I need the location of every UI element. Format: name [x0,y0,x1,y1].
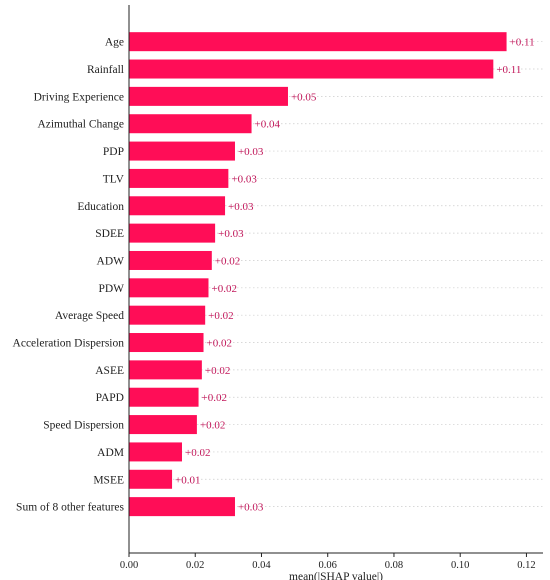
category-label: Age [105,37,124,49]
bar [129,387,199,407]
category-label: Speed Dispersion [43,420,124,432]
category-label: Acceleration Dispersion [13,338,125,350]
bar [129,168,229,188]
x-tick-label: 0.10 [451,560,469,571]
bar [129,442,182,462]
bar [129,469,173,489]
value-label: +0.02 [211,283,236,295]
value-label: +0.01 [175,474,200,486]
bar [129,278,209,298]
x-tick-label: 0.06 [319,560,337,571]
bar [129,86,288,106]
bar [129,250,212,270]
category-label: PDW [98,283,124,295]
value-label: +0.03 [218,228,244,240]
x-tick-label: 0.02 [186,560,204,571]
category-label: Rainfall [87,64,124,76]
category-label: Education [77,201,124,213]
category-label: Driving Experience [34,91,124,103]
value-label: +0.02 [205,365,230,377]
value-label: +0.02 [215,255,240,267]
bar [129,114,252,134]
category-label: ADM [97,447,124,459]
value-label: +0.02 [207,338,232,350]
category-label: PAPD [96,392,124,404]
value-labels: +0.11 +0.11 +0.05 +0.04 +0.03 +0.03 +0.03 +0.03… [175,37,535,514]
category-labels: Age Rainfall Driving Experience Azimuthal C… [13,37,125,514]
bar [129,32,507,52]
value-label: +0.02 [200,420,225,432]
category-label: TLV [103,173,125,185]
value-label: +0.11 [496,64,521,76]
category-label: MSEE [93,474,124,486]
x-tick-label: 0.12 [517,560,535,571]
value-label: +0.03 [228,201,254,213]
category-label: Azimuthal Change [37,119,124,131]
value-label: +0.02 [202,392,227,404]
value-label: +0.02 [185,447,210,459]
category-label: ADW [97,255,125,267]
x-tick-label: 0.04 [252,560,271,571]
bar [129,497,235,517]
bars-group [129,32,507,517]
value-label: +0.03 [238,502,264,514]
bar [129,223,216,243]
value-label: +0.02 [208,310,233,322]
x-ticks: 0.00 0.02 0.04 0.06 0.08 0.10 0.12 [120,553,536,571]
value-label: +0.05 [291,91,317,103]
bar [129,415,197,435]
bar [129,196,226,216]
bar [129,141,235,161]
category-label: Sum of 8 other features [16,502,124,514]
value-label: +0.11 [510,37,535,49]
bar [129,360,202,380]
value-label: +0.04 [255,119,281,131]
bar [129,59,494,79]
x-tick-label: 0.08 [385,560,403,571]
gridlines [129,41,543,507]
bar [129,305,206,325]
category-label: Average Speed [55,310,124,322]
x-tick-label: 0.00 [120,560,138,571]
x-axis-label: mean(|SHAP value|) [289,571,383,580]
category-label: ASEE [95,365,124,377]
value-label: +0.03 [231,173,257,185]
bar [129,333,204,353]
category-label: PDP [103,146,124,158]
category-label: SDEE [95,228,124,240]
value-label: +0.03 [238,146,264,158]
